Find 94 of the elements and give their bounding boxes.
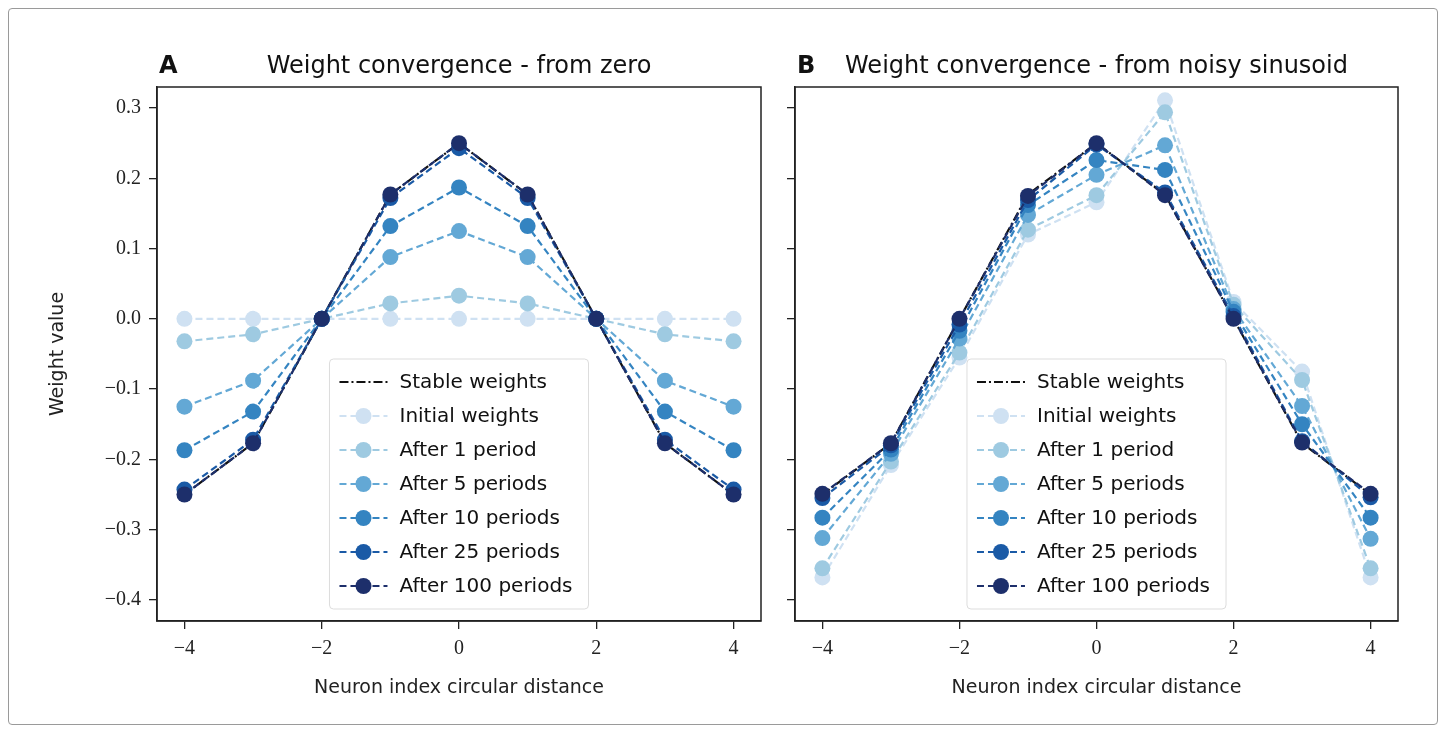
legend-label: After 25 periods [399,539,560,564]
x-tick-label: 0 [454,636,464,659]
y-tick-label: −0.3 [104,516,141,539]
point [451,135,467,152]
point [382,249,399,266]
legend-label: After 1 period [399,437,537,462]
point [1157,137,1174,154]
point [451,179,467,196]
point [519,295,536,312]
legend-label: Stable weights [1036,369,1185,394]
point [176,442,193,459]
y-tick-label: 0.3 [116,95,141,118]
y-tick-label: 0.2 [116,165,141,188]
point [451,310,467,327]
point [519,186,536,203]
point [382,186,399,203]
point [382,310,399,327]
point [1362,560,1379,577]
point [1362,509,1379,526]
point [725,442,742,459]
legend-label: After 100 periods [1036,573,1211,598]
point [176,333,193,350]
point [814,485,831,502]
x-axis-title: Neuron index circular distance [951,674,1242,697]
point [814,509,831,526]
point [725,486,742,503]
point [1362,530,1379,547]
legend-label: After 100 periods [399,573,573,598]
y-tick-label: −0.2 [104,446,141,469]
point [725,398,742,415]
point [1157,104,1174,121]
y-axis-title: Weight value [45,291,68,417]
y-tick-label: −0.4 [104,587,141,610]
text: B [797,51,816,79]
legend-label: After 5 periods [399,471,548,496]
x-tick-label: −2 [948,636,971,659]
point [1294,398,1311,414]
chart-title: Weight convergence - from noisy sinusoid [845,51,1348,79]
y-tick-label: 0.0 [116,306,141,329]
y-tick-label: 0.1 [116,235,141,258]
point [1157,161,1174,178]
text: A [159,51,178,79]
legend-label: After 10 periods [399,505,560,530]
legend-label: Stable weights [399,369,548,394]
point [451,287,467,304]
x-tick-label: 4 [1365,636,1376,659]
y-tick-label: −0.1 [104,376,141,399]
x-tick-label: 2 [1228,636,1239,659]
point [519,249,536,266]
chart-title: Weight convergence - from zero [266,51,652,79]
point [1088,152,1105,169]
point [1019,221,1036,238]
point [176,398,193,415]
point [725,310,742,327]
point [382,218,399,235]
point [656,310,673,327]
point [1019,187,1036,204]
point [656,403,673,420]
point [656,326,673,343]
point [656,372,673,389]
point [245,310,262,327]
legend-label: After 5 periods [1036,471,1185,496]
legend-label: Initial weights [1036,403,1177,428]
point [656,435,673,452]
point [382,295,399,312]
x-axis-title: Neuron index circular distance [314,674,604,697]
point [519,310,536,327]
legend-label: After 25 periods [1036,539,1198,564]
x-tick-label: −4 [173,636,196,659]
point [1294,372,1311,388]
x-tick-label: 2 [591,636,602,659]
point [176,486,193,503]
x-tick-label: −2 [311,636,333,659]
x-tick-label: −4 [811,636,834,659]
legend-label: After 1 period [1036,437,1175,462]
point [245,372,262,389]
point [1088,166,1105,183]
point [176,310,193,327]
legend-label: After 10 periods [1036,505,1198,530]
point [245,326,262,343]
point [814,530,831,547]
point [245,435,262,452]
point [1088,187,1105,204]
point [1294,416,1311,433]
legend-label: Initial weights [399,403,540,428]
point [951,310,968,327]
point [1362,485,1379,502]
point [451,223,467,240]
x-tick-label: 4 [728,636,739,659]
point [725,333,742,350]
point [814,560,831,577]
point [245,403,262,420]
point [519,218,536,235]
x-tick-label: 0 [1091,636,1102,659]
